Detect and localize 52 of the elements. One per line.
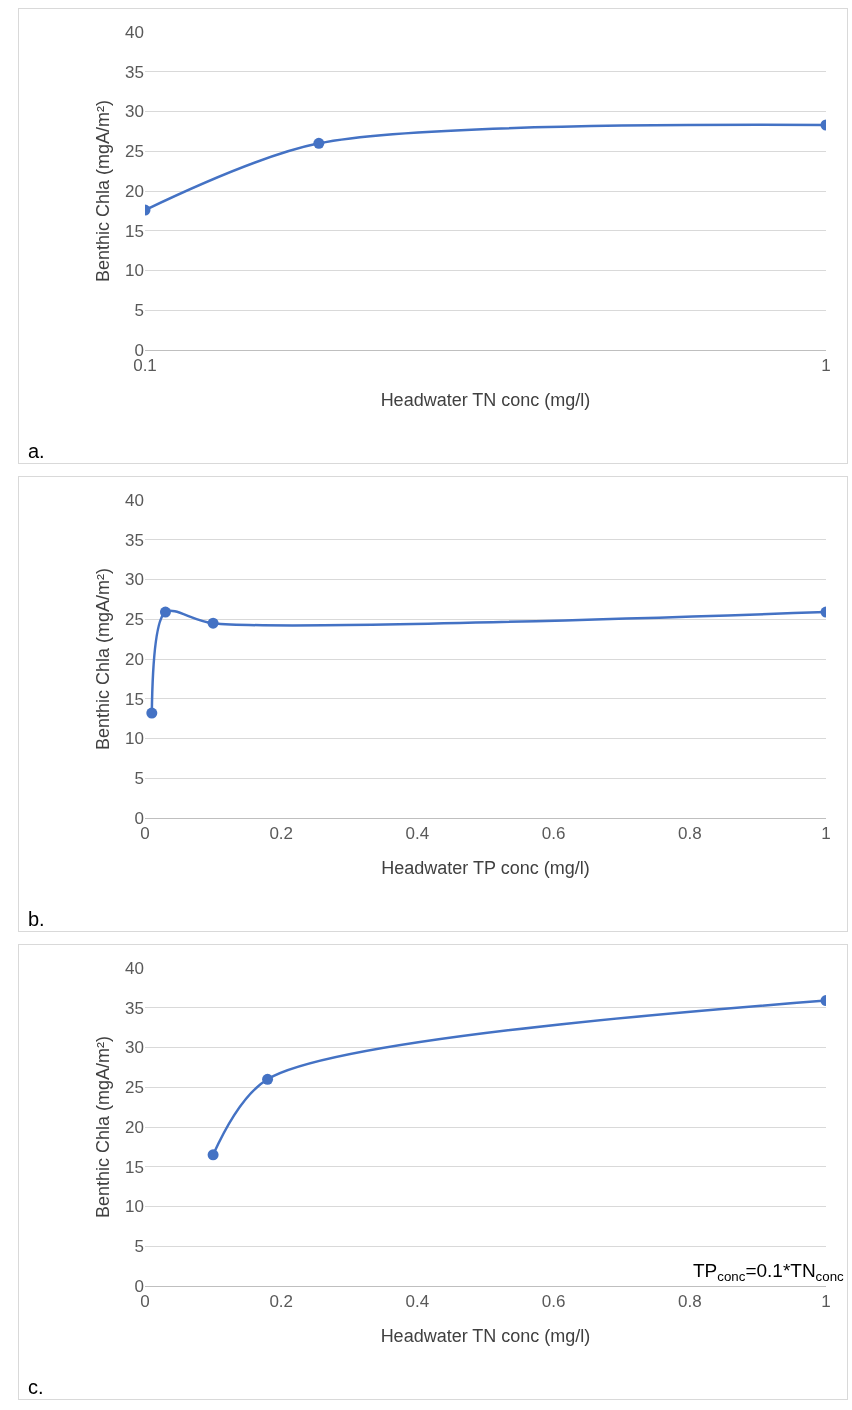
y-tick-label: 25 (125, 610, 144, 630)
y-tick-label: 40 (125, 490, 144, 510)
y-tick-label: 30 (125, 1038, 144, 1058)
x-axis-title: Headwater TP conc (mg/l) (381, 857, 590, 878)
x-tick-label: 0.6 (541, 824, 566, 844)
y-tick-label: 20 (125, 1117, 144, 1137)
x-tick-label: 0.8 (677, 824, 702, 844)
x-tick-label: 0.4 (405, 1292, 430, 1312)
y-tick-label: 0 (134, 808, 144, 828)
y-tick-label: 35 (125, 998, 144, 1018)
x-tick-label: 1 (821, 824, 831, 844)
x-tick-label: 0.2 (269, 824, 294, 844)
x-axis-title: Headwater TN conc (mg/l) (380, 389, 591, 410)
y-tick-label: 25 (125, 1078, 144, 1098)
x-tick-label: 1 (821, 1292, 831, 1312)
x-tick-label: 0.2 (269, 1292, 294, 1312)
point (146, 707, 158, 719)
y-tick-label: 5 (134, 301, 144, 321)
y-tick-label: 35 (125, 62, 144, 82)
y-tick-label: 30 (125, 570, 144, 590)
y-tick-label: 15 (125, 1157, 144, 1177)
y-tick-label: 5 (134, 1237, 144, 1257)
y-tick-label: 10 (125, 261, 144, 281)
y-tick-label: 40 (125, 958, 144, 978)
point (262, 1073, 274, 1085)
text: a. (28, 440, 45, 462)
text: b. (28, 908, 45, 930)
y-tick-label: 20 (125, 181, 144, 201)
x-axis-title: Headwater TN conc (mg/l) (380, 1325, 591, 1346)
y-tick-label: 40 (125, 22, 144, 42)
y-axis-title: Benthic Chla (mgA/m²) (93, 567, 114, 751)
point (207, 1149, 219, 1161)
x-tick-label: 0.4 (405, 824, 430, 844)
y-tick-label: 35 (125, 530, 144, 550)
annotation: TP$_{conc}$=0.1*TN$_{conc}$ (693, 1260, 845, 1284)
point (207, 617, 219, 629)
point (159, 606, 171, 618)
y-axis-title: Benthic Chla (mgA/m²) (93, 1035, 114, 1219)
y-tick-label: 0 (134, 1276, 144, 1296)
y-tick-label: 10 (125, 1197, 144, 1217)
y-tick-label: 10 (125, 729, 144, 749)
y-tick-label: 5 (134, 769, 144, 789)
y-tick-label: 25 (125, 142, 144, 162)
text: c. (28, 1376, 44, 1398)
y-tick-label: 15 (125, 221, 144, 241)
y-tick-label: 30 (125, 102, 144, 122)
y-axis-title: Benthic Chla (mgA/m²) (93, 99, 114, 283)
x-tick-label: 0.6 (541, 1292, 566, 1312)
x-tick-label: 1 (821, 356, 831, 376)
y-tick-label: 15 (125, 689, 144, 709)
x-tick-label: 0.8 (677, 1292, 702, 1312)
y-tick-label: 20 (125, 649, 144, 669)
